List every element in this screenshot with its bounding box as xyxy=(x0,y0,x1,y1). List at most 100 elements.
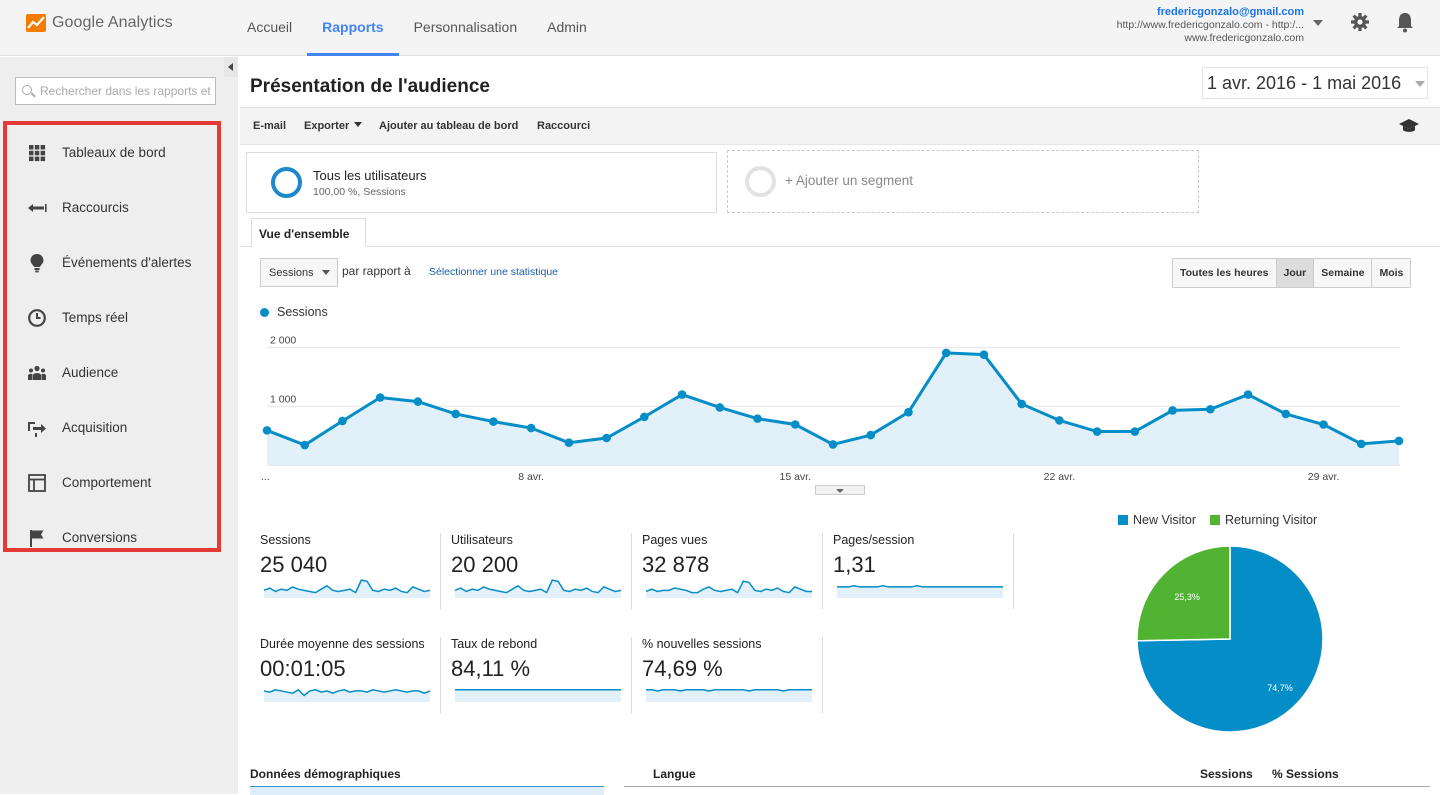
account-selector[interactable]: fredericgonzalo@gmail.com http://www.fre… xyxy=(1117,6,1304,45)
sidebar-item-temps-reel[interactable]: Temps réel xyxy=(7,290,225,345)
kpi-card[interactable]: Pages vues 32 878 xyxy=(642,533,822,613)
export-button[interactable]: Exporter xyxy=(304,120,363,132)
y-tick-label: 1 000 xyxy=(270,393,296,405)
sidebar-item-label: Comportement xyxy=(62,475,152,490)
segment-color-ring xyxy=(271,167,302,198)
tab-vue-ensemble[interactable]: Vue d'ensemble xyxy=(251,218,366,247)
data-point[interactable] xyxy=(489,417,498,426)
chart-expand-handle[interactable] xyxy=(815,485,865,495)
nav-accueil[interactable]: Accueil xyxy=(247,19,293,35)
sparkline-line xyxy=(645,580,812,594)
kpi-label: Durée moyenne des sessions xyxy=(260,637,425,651)
chevron-down-icon[interactable] xyxy=(1415,81,1425,87)
data-point[interactable] xyxy=(1394,436,1404,446)
data-point[interactable] xyxy=(564,438,574,447)
data-point[interactable] xyxy=(1092,427,1102,436)
data-point[interactable] xyxy=(979,350,989,359)
data-point[interactable] xyxy=(413,397,423,406)
data-point[interactable] xyxy=(338,416,347,426)
data-point[interactable] xyxy=(828,440,838,449)
sidebar-item-tableaux-de-bord[interactable]: Tableaux de bord xyxy=(7,125,225,180)
kpi-label: Pages vues xyxy=(642,533,708,547)
data-point[interactable] xyxy=(526,423,536,433)
period-toggle-group: Toutes les heures Jour Semaine Mois xyxy=(1172,258,1412,288)
graduation-cap-icon[interactable] xyxy=(1399,119,1419,133)
data-point[interactable] xyxy=(1319,420,1328,429)
account-caret-icon[interactable] xyxy=(1313,20,1323,26)
notification-bell-icon[interactable] xyxy=(1394,11,1416,33)
data-point[interactable] xyxy=(640,412,649,422)
data-point[interactable] xyxy=(1168,406,1177,415)
data-point[interactable] xyxy=(375,393,385,402)
sidebar-item-raccourcis[interactable]: Raccourcis xyxy=(7,180,225,235)
data-point[interactable] xyxy=(1130,427,1140,436)
kpi-card[interactable]: Durée moyenne des sessions 00:01:05 xyxy=(260,637,440,717)
tab-underline xyxy=(240,246,1440,247)
kpi-card[interactable]: Sessions 25 040 xyxy=(260,533,440,613)
kpi-sparkline xyxy=(455,689,621,702)
flag-icon xyxy=(30,530,44,547)
kpi-value: 1,31 xyxy=(833,552,876,577)
report-search-input[interactable]: Rechercher dans les rapports et xyxy=(15,77,216,105)
sidebar-item-acquisition[interactable]: Acquisition xyxy=(7,400,225,455)
period-day-button[interactable]: Jour xyxy=(1276,259,1315,287)
sidebar-item-conversions[interactable]: Conversions xyxy=(7,510,225,565)
data-point[interactable] xyxy=(904,407,913,417)
pie-legend-new: New Visitor xyxy=(1118,513,1196,527)
add-to-dashboard-button[interactable]: Ajouter au tableau de bord xyxy=(379,120,519,132)
data-point[interactable] xyxy=(1281,409,1291,419)
sidebar-item-audience[interactable]: Audience xyxy=(7,345,225,400)
email-button[interactable]: E-mail xyxy=(253,120,287,132)
date-range-picker[interactable]: 1 avr. 2016 - 1 mai 2016 xyxy=(1202,67,1428,99)
data-point[interactable] xyxy=(1055,416,1064,425)
sparkline-line xyxy=(263,579,431,594)
nav-personnalisation[interactable]: Personnalisation xyxy=(413,19,518,35)
chevron-down-icon xyxy=(354,122,363,127)
data-point[interactable] xyxy=(941,348,951,358)
data-point[interactable] xyxy=(602,433,611,443)
pie-legend-returning: Returning Visitor xyxy=(1209,513,1317,527)
sessions-area xyxy=(267,352,1399,465)
data-point[interactable] xyxy=(262,426,272,435)
data-point[interactable] xyxy=(451,409,460,419)
period-hourly-button[interactable]: Toutes les heures xyxy=(1173,259,1277,287)
data-point[interactable] xyxy=(1356,439,1366,449)
demographics-section: Données démographiques xyxy=(250,767,604,795)
nav-rapports[interactable]: Rapports xyxy=(307,0,399,56)
sidebar-item-comportement[interactable]: Comportement xyxy=(7,455,225,510)
nav-admin[interactable]: Admin xyxy=(547,19,587,35)
sidebar-item-label: Raccourcis xyxy=(62,200,129,215)
data-point[interactable] xyxy=(753,414,762,423)
period-month-button[interactable]: Mois xyxy=(1372,259,1411,287)
kpi-label: Taux de rebond xyxy=(451,637,538,651)
period-week-button[interactable]: Semaine xyxy=(1314,259,1373,287)
select-metric-link[interactable]: Sélectionner une statistique xyxy=(429,266,558,278)
gear-icon[interactable] xyxy=(1350,12,1370,32)
pie-slice[interactable] xyxy=(1136,545,1231,642)
data-point[interactable] xyxy=(300,440,310,450)
pie-slice-label: 74,7% xyxy=(1267,683,1293,693)
kpi-card[interactable]: Taux de rebond 84,11 % xyxy=(451,637,631,717)
pie-slice[interactable] xyxy=(1136,545,1324,733)
app-logo[interactable]: Google Analytics xyxy=(26,14,173,32)
collapse-sidebar-button[interactable] xyxy=(224,57,238,77)
add-segment-button[interactable]: + Ajouter un segment xyxy=(727,150,1199,213)
data-point[interactable] xyxy=(790,420,800,429)
data-point[interactable] xyxy=(1243,390,1253,399)
data-point[interactable] xyxy=(715,403,725,412)
sidebar-item-evenements-alertes[interactable]: Événements d'alertes xyxy=(7,235,225,290)
sidebar-item-label: Événements d'alertes xyxy=(62,255,192,270)
kpi-sparkline xyxy=(263,579,431,598)
data-point[interactable] xyxy=(677,390,687,399)
segment-all-users[interactable]: Tous les utilisateurs 100,00 %, Sessions xyxy=(246,152,717,213)
kpi-card[interactable]: Pages/session 1,31 xyxy=(833,533,1013,613)
data-point[interactable] xyxy=(866,430,876,440)
sessions-column-header: Sessions xyxy=(1200,767,1253,781)
shortcut-button[interactable]: Raccourci xyxy=(537,120,591,132)
kpi-card[interactable]: Utilisateurs 20 200 xyxy=(451,533,631,613)
x-tick-label: 22 avr. xyxy=(1044,471,1076,482)
data-point[interactable] xyxy=(1017,399,1026,409)
kpi-card[interactable]: % nouvelles sessions 74,69 % xyxy=(642,637,822,717)
kpi-sparkline xyxy=(263,688,431,702)
data-point[interactable] xyxy=(1206,404,1215,414)
